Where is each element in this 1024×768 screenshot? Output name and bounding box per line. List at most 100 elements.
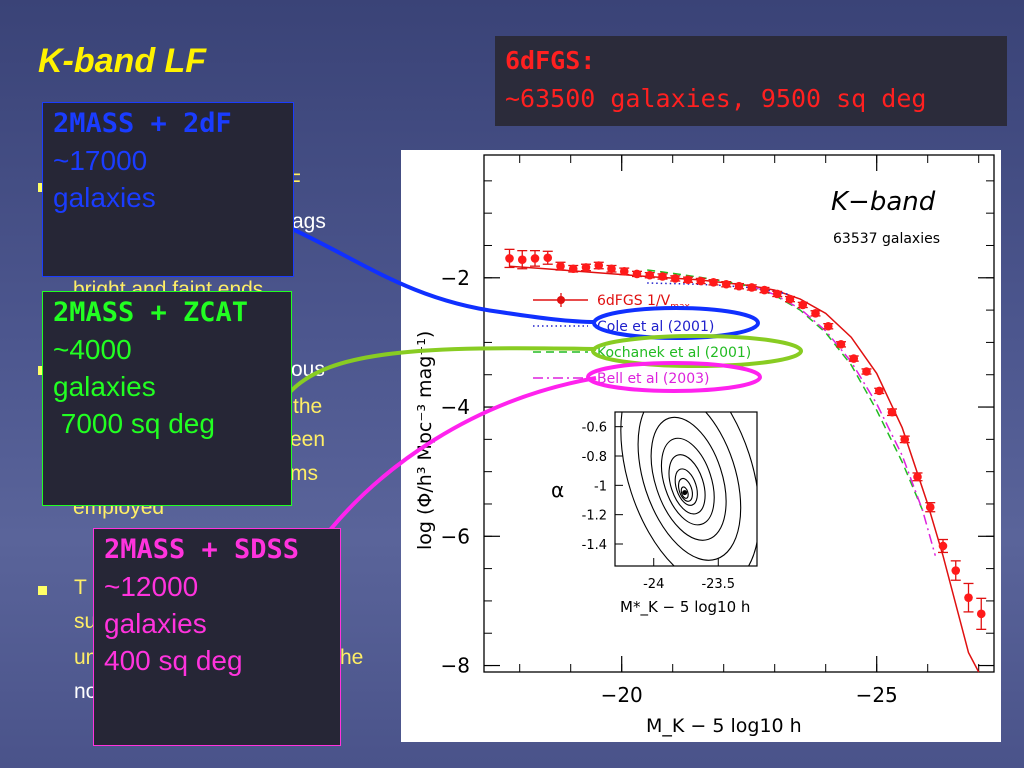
legend-label: Kochanek et al (2001) xyxy=(597,345,751,361)
bullet-text-fragment: ous xyxy=(291,358,325,381)
callout-heading: 2MASS + ZCAT xyxy=(53,297,249,328)
y-tick-label: −6 xyxy=(441,524,470,548)
data-point xyxy=(785,294,795,304)
inset-contour xyxy=(650,416,727,541)
callout-heading: 2MASS + 2dF xyxy=(53,108,232,139)
bullet-text-fragment: een xyxy=(290,428,326,451)
data-point xyxy=(849,354,859,363)
callout-count: ~17000 xyxy=(53,145,148,176)
x-axis-label: M_K − 5 log10 h xyxy=(646,715,802,737)
bullet-text-fragment: un xyxy=(74,646,98,669)
inset-contour xyxy=(620,412,757,566)
bullet-text-fragment: he xyxy=(340,646,364,669)
data-point xyxy=(951,566,961,575)
inset-contour xyxy=(680,486,689,499)
data-point xyxy=(900,435,910,444)
callout-area: 400 sq deg xyxy=(104,645,243,676)
inset-y-tick-label: -0.6 xyxy=(582,421,607,436)
x-tick-label: −25 xyxy=(856,683,898,707)
data-point xyxy=(683,275,693,285)
data-point xyxy=(556,261,565,271)
chart-title: K−band xyxy=(831,187,936,217)
callout-count: ~12000 xyxy=(104,571,199,602)
data-point xyxy=(874,386,884,396)
callout-unit: galaxies xyxy=(104,608,207,639)
callout-unit: galaxies xyxy=(53,371,156,402)
data-point xyxy=(594,261,604,270)
luminosity-function-plot: −2 −4 −6 −8 −20 −25 K−band 63537 galaxies M_K… xyxy=(401,150,1001,742)
x-tick-label: −20 xyxy=(601,683,643,707)
data-point xyxy=(798,300,808,310)
inset-y-tick-label: -1.4 xyxy=(582,538,607,553)
bullet-marker xyxy=(38,586,47,595)
legend-label: Bell et al (2003) xyxy=(597,371,709,387)
data-point xyxy=(862,367,871,376)
callout-2mass-2df: 2MASS + 2dF ~17000 galaxies xyxy=(42,102,294,277)
inset-x-label: M*_K − 5 log10 h xyxy=(620,598,750,617)
legend-label-subscript: max xyxy=(670,302,690,312)
data-point xyxy=(505,254,514,263)
data-point xyxy=(760,285,769,295)
inset-y-label: α xyxy=(551,478,564,502)
y-axis-label: log (Φ/h³ Mpc⁻³ mag⁻¹) xyxy=(414,331,436,550)
series-line-kochanek-et-al-2001- xyxy=(647,269,924,511)
inset-contour xyxy=(678,477,693,502)
y-tick-label: −2 xyxy=(441,266,470,290)
bullet-text-fragment: ags xyxy=(292,210,326,233)
inset-contour xyxy=(637,412,742,561)
inset-x-tick-label: -24 xyxy=(643,577,664,592)
series-line-bell-et-al-2003- xyxy=(748,284,937,556)
data-point xyxy=(836,340,846,349)
data-point xyxy=(645,270,655,280)
data-point xyxy=(568,264,578,274)
inset-contours xyxy=(620,412,757,566)
data-point xyxy=(696,276,706,286)
callout-2mass-sdss: 2MASS + SDSS ~12000 galaxies 400 sq deg xyxy=(93,528,341,746)
y-tick-label: −8 xyxy=(441,654,470,678)
data-point xyxy=(964,593,973,602)
slide-title: K-band LF xyxy=(38,42,207,80)
bullet-text-fragment: su xyxy=(74,610,97,633)
data-point xyxy=(887,407,897,417)
data-point xyxy=(632,269,642,279)
callout-unit: galaxies xyxy=(53,182,156,213)
data-point xyxy=(517,255,527,264)
data-point xyxy=(607,264,616,274)
inset-y-tick-label: -0.8 xyxy=(582,450,607,465)
data-point xyxy=(772,289,782,299)
inset-contour xyxy=(668,454,706,515)
series-line-6dfgs-fit xyxy=(509,265,980,673)
data-point xyxy=(619,267,629,276)
data-point xyxy=(530,254,540,263)
bullet-text-fragment: T xyxy=(74,576,87,599)
data-point xyxy=(913,472,922,482)
bullet-text-fragment: no xyxy=(74,680,98,703)
data-point xyxy=(938,541,948,551)
callout-count: ~4000 xyxy=(53,334,132,365)
inset-contour xyxy=(674,468,698,506)
survey-info-box: 6dFGS: ~63500 galaxies, 9500 sq deg xyxy=(495,36,1007,126)
survey-stats: ~63500 galaxies, 9500 sq deg xyxy=(505,84,927,113)
data-point xyxy=(811,309,820,318)
callout-area: 7000 sq deg xyxy=(53,408,215,439)
data-point xyxy=(747,283,757,292)
lf-chart-svg: −2 −4 −6 −8 −20 −25 K−band 63537 galaxies M_K… xyxy=(414,154,995,737)
callout-heading: 2MASS + SDSS xyxy=(104,534,300,565)
data-point xyxy=(976,609,986,619)
legend-label: 6dFGS 1/Vmax xyxy=(597,293,691,312)
inset-x-tick-label: -23.5 xyxy=(701,577,735,592)
bullet-text-fragment: ms xyxy=(290,462,318,485)
data-point xyxy=(734,281,744,291)
data-point xyxy=(670,274,680,283)
data-point xyxy=(581,263,591,272)
data-point xyxy=(543,253,553,263)
inset-y-tick-label: -1 xyxy=(594,479,607,494)
legend-label: Cole et al (2001) xyxy=(597,319,714,335)
inset-contour xyxy=(660,437,715,526)
inset-best-fit-point xyxy=(682,490,688,496)
data-point xyxy=(721,279,731,289)
chart-subtitle: 63537 galaxies xyxy=(833,231,940,247)
data-point xyxy=(925,502,935,512)
data-point xyxy=(709,278,718,287)
inset-y-tick-label: -1.2 xyxy=(582,509,607,524)
